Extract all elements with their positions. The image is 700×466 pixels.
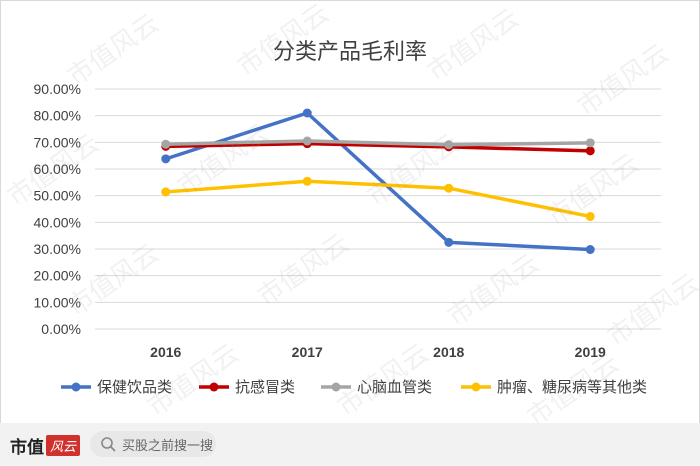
data-point bbox=[585, 138, 595, 148]
data-point bbox=[161, 187, 171, 197]
x-tick-label: 2016 bbox=[150, 344, 181, 360]
legend-item: 肿瘤、糖尿病等其他类 bbox=[461, 378, 647, 396]
legend-label: 肿瘤、糖尿病等其他类 bbox=[497, 378, 647, 396]
legend-marker bbox=[471, 382, 481, 392]
legend-marker bbox=[71, 382, 81, 392]
y-tick-label: 30.00% bbox=[34, 241, 81, 257]
series-line bbox=[165, 141, 591, 153]
series-line bbox=[165, 111, 591, 252]
legend-label: 保健饮品类 bbox=[97, 378, 172, 396]
series-line bbox=[165, 139, 591, 147]
search-icon bbox=[101, 437, 116, 452]
x-tick-label: 2019 bbox=[575, 344, 606, 360]
search-box[interactable]: 买股之前搜一搜 bbox=[90, 431, 216, 457]
data-point bbox=[302, 108, 312, 118]
data-point bbox=[161, 154, 171, 164]
line-chart: 分类产品毛利率 0.00% 10.00% 20.00% 30.00% 40.00% 50.… bbox=[34, 40, 661, 396]
chart-title: 分类产品毛利率 bbox=[273, 40, 427, 65]
data-point bbox=[585, 211, 595, 221]
y-tick-label: 90.00% bbox=[34, 81, 81, 97]
series-line bbox=[165, 179, 591, 219]
data-point bbox=[585, 146, 595, 156]
y-tick-label: 0.00% bbox=[41, 321, 81, 337]
chart-frame: 分类产品毛利率 0.00% 10.00% 20.00% 30.00% 40.00% 50.… bbox=[0, 0, 700, 424]
x-tick-label: 2018 bbox=[433, 344, 464, 360]
series-1 bbox=[161, 108, 595, 255]
brand-badge: 风云 bbox=[46, 435, 81, 456]
data-point bbox=[444, 140, 454, 150]
data-point bbox=[302, 136, 312, 146]
search-placeholder: 买股之前搜一搜 bbox=[122, 438, 214, 454]
brand-text: 市值 bbox=[10, 438, 44, 458]
y-tick-label: 70.00% bbox=[34, 134, 81, 150]
footer-bar: 市值 风云 买股之前搜一搜 bbox=[0, 423, 700, 466]
series-4 bbox=[161, 176, 595, 221]
legend-marker bbox=[209, 382, 219, 392]
data-point bbox=[302, 176, 312, 186]
x-tick-label: 2017 bbox=[292, 344, 323, 360]
series-3 bbox=[161, 136, 595, 150]
legend-label: 抗感冒类 bbox=[235, 378, 295, 396]
data-point bbox=[161, 139, 171, 149]
legend-item: 抗感冒类 bbox=[199, 378, 295, 396]
y-tick-label: 40.00% bbox=[34, 214, 81, 230]
legend-item: 保健饮品类 bbox=[61, 378, 172, 396]
y-tick-label: 60.00% bbox=[34, 161, 81, 177]
y-tick-label: 10.00% bbox=[34, 294, 81, 310]
y-tick-label: 20.00% bbox=[34, 268, 81, 284]
y-tick-label: 80.00% bbox=[34, 108, 81, 124]
legend-marker bbox=[331, 382, 341, 392]
data-point bbox=[585, 245, 595, 255]
brand-logo[interactable]: 市值 风云 bbox=[10, 433, 81, 458]
legend-item: 心脑血管类 bbox=[321, 378, 432, 396]
y-tick-label: 50.00% bbox=[34, 188, 81, 204]
legend-label: 心脑血管类 bbox=[357, 378, 432, 396]
data-point bbox=[444, 237, 454, 247]
data-point bbox=[444, 183, 454, 193]
